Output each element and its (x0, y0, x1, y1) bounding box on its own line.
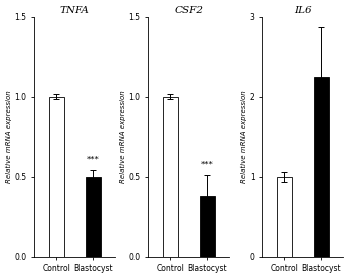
Title: IL6: IL6 (294, 6, 312, 15)
Text: ***: *** (201, 161, 214, 169)
Title: TNFA: TNFA (60, 6, 90, 15)
Bar (86, 177, 101, 257)
Bar (277, 177, 292, 257)
Bar (49, 97, 64, 257)
Title: CSF2: CSF2 (174, 6, 203, 15)
Bar (314, 77, 329, 257)
Bar (163, 97, 178, 257)
Y-axis label: Relative mRNA expression: Relative mRNA expression (241, 90, 247, 183)
Y-axis label: Relative mRNA expression: Relative mRNA expression (120, 90, 126, 183)
Y-axis label: Relative mRNA expression: Relative mRNA expression (6, 90, 12, 183)
Bar (200, 196, 215, 257)
Text: ***: *** (87, 156, 99, 164)
